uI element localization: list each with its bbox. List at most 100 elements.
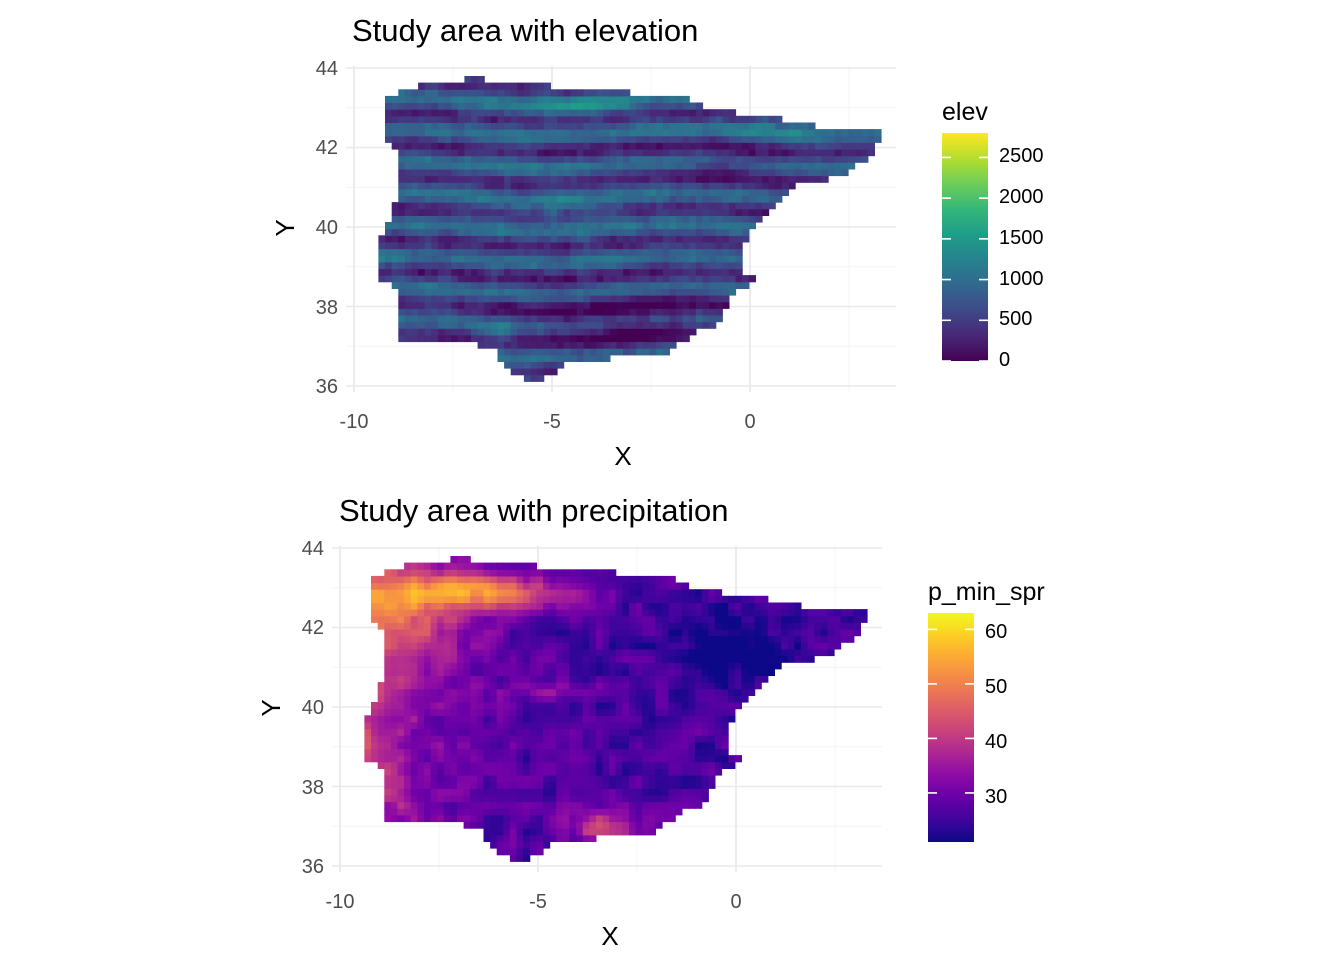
raster-cell [649,281,657,289]
raster-cell [781,642,789,650]
raster-cell [629,589,637,597]
raster-cell [676,122,684,130]
raster-cell [701,795,709,803]
raster-cell [616,301,624,309]
raster-cell [516,595,524,603]
raster-cell [636,275,644,283]
raster-cell [397,761,405,769]
raster-cell [484,334,492,343]
raster-cell [602,721,610,730]
raster-cell [563,328,571,336]
raster-cell [550,354,558,362]
raster-cell [536,622,544,630]
raster-cell [668,808,676,816]
raster-cell [583,248,591,256]
raster-cell [629,341,637,349]
raster-cell [430,695,438,703]
raster-cell [398,328,406,336]
raster-cell [649,315,657,323]
raster-cell [516,761,524,769]
raster-cell [517,261,525,270]
raster-cell [629,775,637,783]
raster-cell [417,629,425,637]
raster-cell [728,155,737,163]
raster-cell [576,662,584,670]
raster-cell [510,281,518,289]
raster-cell [543,702,551,710]
raster-cell [569,569,577,577]
raster-cell [583,235,591,243]
raster-cell [536,682,544,690]
raster-cell [754,648,762,657]
raster-cell [556,655,564,663]
raster-cell [477,89,485,97]
raster-cell [695,735,703,743]
raster-cell [669,341,677,349]
raster-cell [655,655,663,663]
raster-cell [497,315,505,323]
raster-cell [398,241,406,250]
raster-cell [463,668,471,676]
raster-cell [775,122,783,130]
raster-cell [721,648,729,657]
raster-cell [410,682,418,690]
raster-cell [443,562,451,570]
raster-cell [635,595,643,603]
elevation-raster [378,76,882,382]
raster-cell [642,595,650,603]
raster-cell [431,135,439,143]
raster-cell [470,562,478,570]
raster-cell [463,562,471,570]
raster-cell [576,821,584,829]
raster-cell [562,675,570,683]
raster-cell [629,629,637,637]
raster-cell [582,675,590,683]
raster-cell [397,695,405,703]
raster-cell [537,235,545,243]
raster-cell [701,675,709,683]
raster-cell [695,675,703,683]
raster-cell [410,768,418,776]
raster-cell [728,109,737,117]
raster-cell [590,122,598,130]
raster-cell [451,195,459,203]
raster-cell [775,155,783,163]
raster-cell [490,635,498,643]
raster-cell [623,241,631,250]
raster-cell [748,222,756,230]
raster-cell [471,208,479,216]
raster-cell [689,301,697,309]
raster-cell [623,208,631,216]
raster-cell [556,795,564,803]
raster-cell [669,328,677,336]
raster-cell [774,642,782,650]
raster-cell [397,808,405,816]
raster-cell [477,222,485,230]
raster-cell [582,821,590,829]
raster-cell [695,642,703,650]
raster-cell [676,328,684,336]
raster-cell [582,629,590,637]
raster-cell [384,662,392,670]
raster-cell [437,609,445,617]
raster-cell [781,635,789,643]
raster-cell [437,668,445,676]
raster-cell [530,248,538,256]
raster-cell [576,235,584,243]
raster-cell [503,675,511,683]
raster-cell [609,115,618,123]
raster-cell [582,655,590,663]
raster-cell [417,735,425,743]
raster-cell [457,662,465,670]
raster-cell [431,122,439,130]
raster-cell [734,662,742,670]
raster-cell [721,715,729,723]
raster-cell [582,715,590,723]
raster-cell [391,228,399,236]
raster-cell [662,721,670,730]
raster-cell [529,695,537,703]
raster-cell [523,288,532,296]
raster-cell [828,135,836,143]
raster-cell [767,615,775,623]
raster-cell [768,162,776,170]
